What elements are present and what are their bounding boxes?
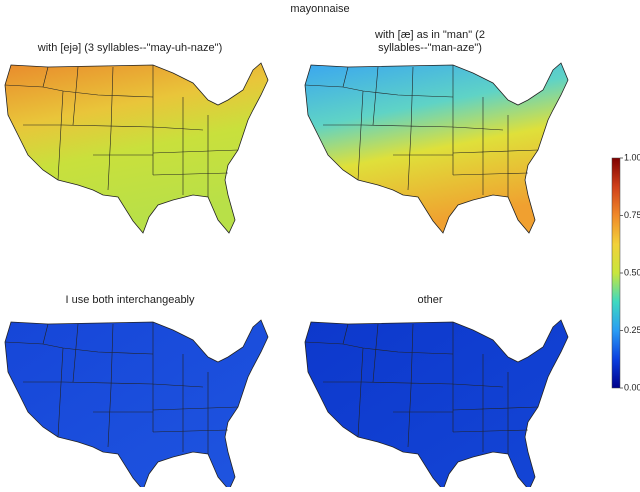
panel-title: syllables--"man-aze") (378, 42, 482, 54)
map-panel (304, 62, 569, 234)
colorbar-tick-label: 0.75 (624, 210, 640, 220)
colorbar-tick-label: 1.00 (624, 152, 640, 162)
colorbar-tick-label: 0.50 (624, 267, 640, 277)
panel-title: with [æ] as in "man" (2 (374, 29, 485, 41)
panel-title: with [ejə] (3 syllables--"may-uh-naze") (37, 42, 222, 54)
map-panel (4, 319, 269, 491)
colorbar-tick-label: 0.00 (624, 382, 640, 392)
figure-title: mayonnaise (290, 3, 349, 15)
map-panel (304, 319, 569, 491)
map-panel (4, 62, 269, 234)
colorbar (611, 157, 621, 389)
panel-title: I use both interchangeably (65, 294, 195, 306)
colorbar-tick-label: 0.25 (624, 325, 640, 335)
panel-title: other (417, 294, 442, 306)
